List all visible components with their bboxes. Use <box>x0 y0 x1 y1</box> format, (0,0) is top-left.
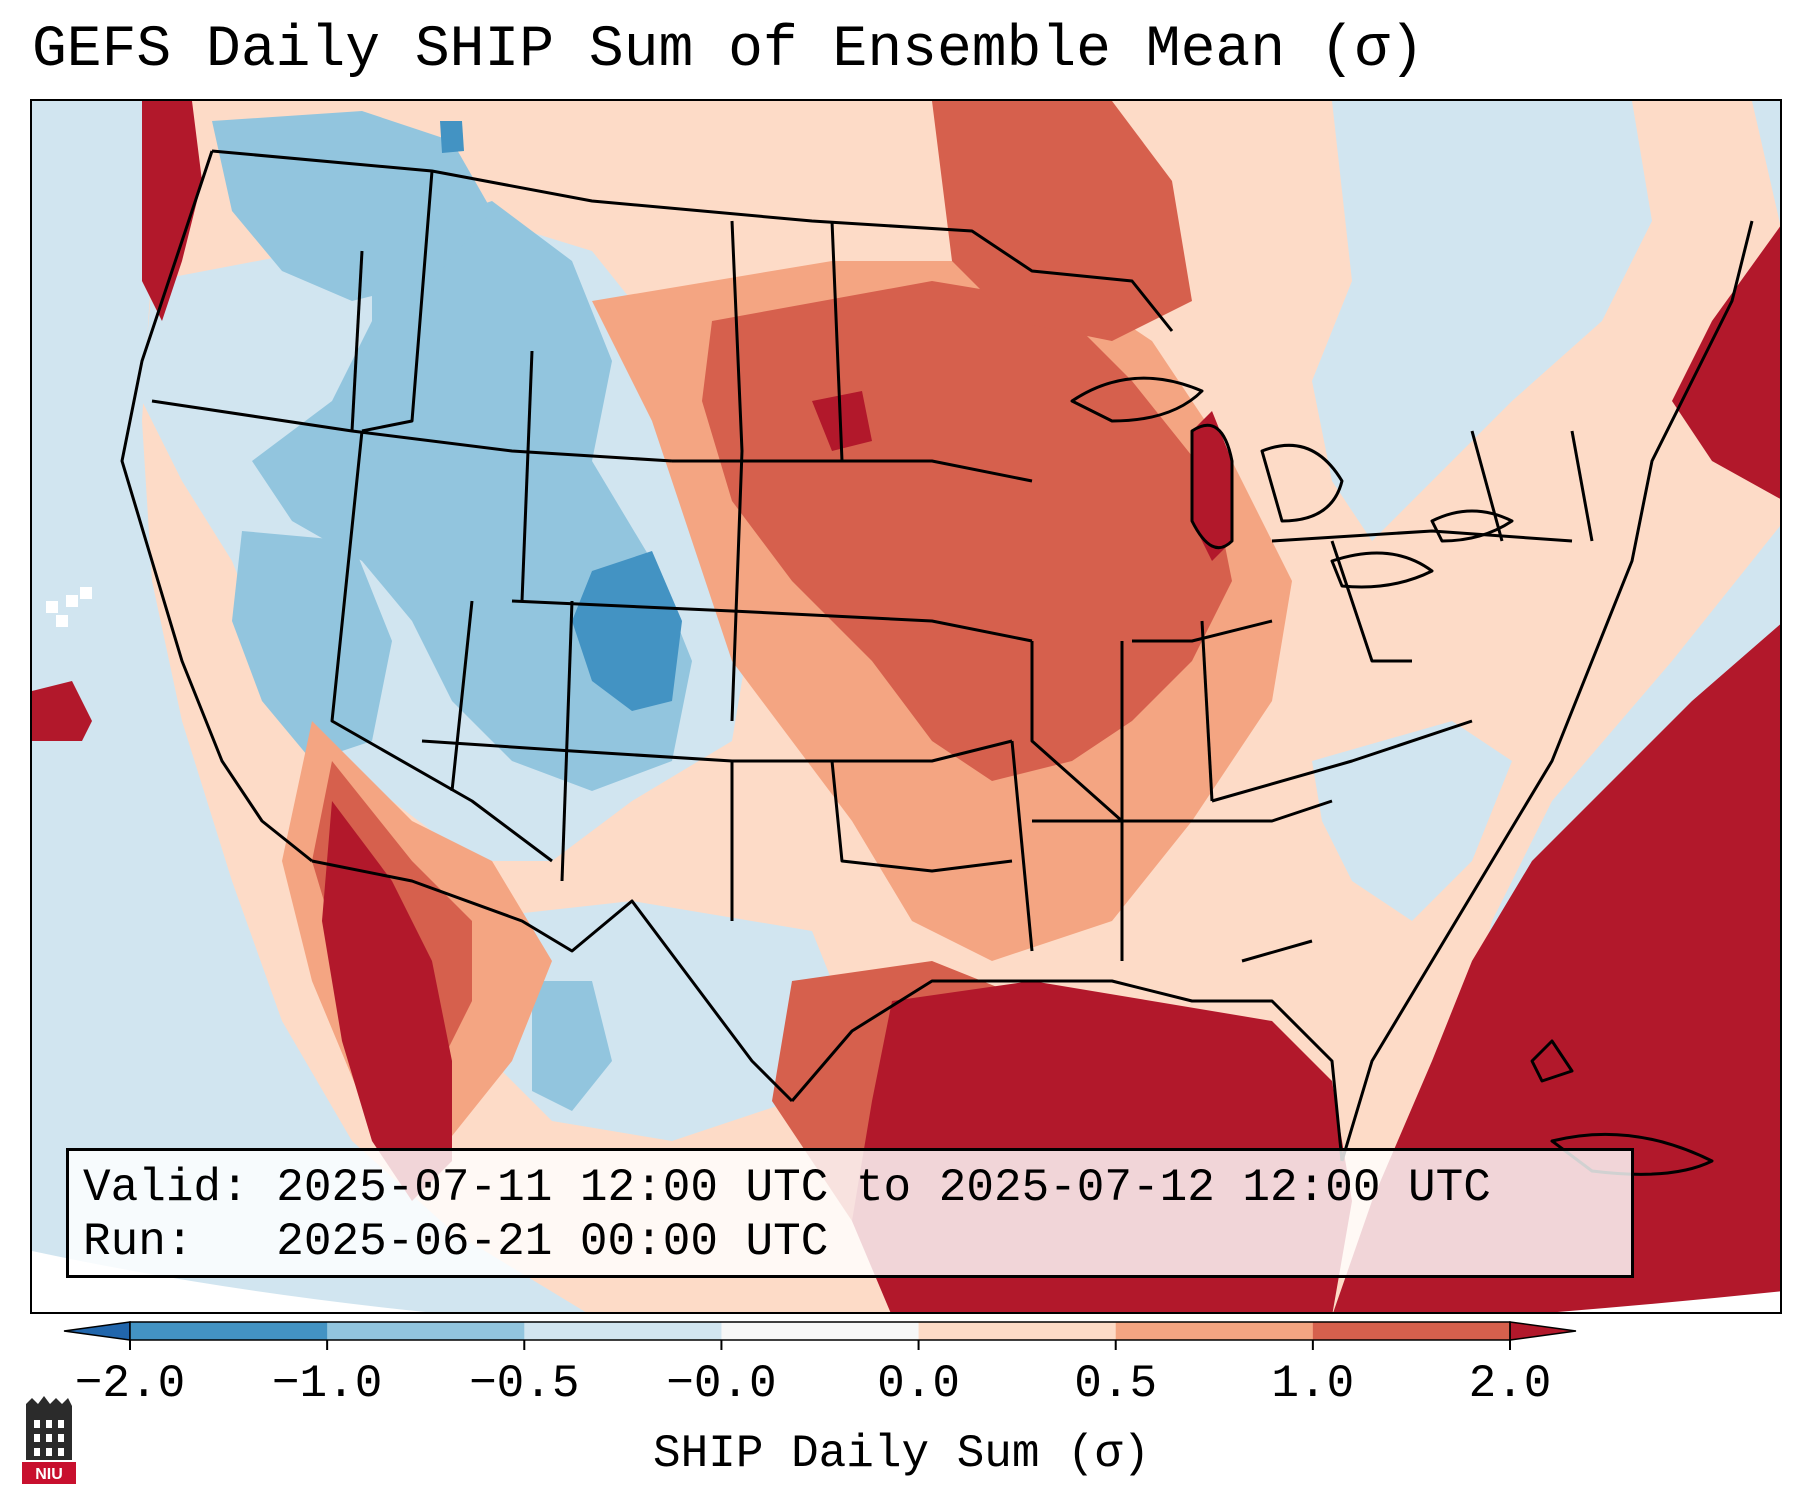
valid-value: 2025-07-11 12:00 UTC to 2025-07-12 12:00… <box>276 1162 1491 1214</box>
field-pacific-extreme-positive <box>32 681 92 741</box>
valid-label: Valid: <box>83 1162 249 1214</box>
boundary-lines <box>120 149 1754 1176</box>
colorbar-bin <box>130 1322 328 1340</box>
field-new-england-extreme-positive <box>1672 226 1780 499</box>
colorbar-outline <box>129 1321 1511 1341</box>
map-canvas <box>32 101 1780 1312</box>
run-value: 2025-06-21 00:00 UTC <box>276 1216 829 1268</box>
map-panel <box>30 99 1782 1314</box>
valid-line: Valid: 2025-07-11 12:00 UTC to 2025-07-1… <box>83 1161 1617 1215</box>
colorbar-bin <box>721 1322 920 1340</box>
colorbar-tick-label: −0.5 <box>469 1358 580 1410</box>
colorbar-bin <box>524 1322 722 1340</box>
niu-logo-icon: NIU <box>22 1396 76 1484</box>
colorbar-tick-label: 0.0 <box>877 1358 960 1410</box>
colorbar-tick-label: 1.0 <box>1271 1358 1355 1410</box>
colorbar-tick-label: 2.0 <box>1468 1358 1552 1410</box>
logo-text: NIU <box>35 1466 63 1483</box>
field-neutral-cells <box>46 587 92 627</box>
field-lake-michigan-extreme-positive <box>1192 411 1232 561</box>
colorbar-tick-label: −0.0 <box>666 1358 777 1410</box>
colorbar-tick-label: −2.0 <box>74 1358 186 1410</box>
field-idaho-strong-negative <box>440 121 464 153</box>
colorbar-bin <box>1312 1322 1511 1340</box>
colorbar-tick-label: −1.0 <box>271 1358 383 1410</box>
field-colorado-strong-negative <box>572 551 682 711</box>
field-southeast-coast-slight-negative <box>1312 721 1512 921</box>
run-label: Run: <box>83 1216 194 1268</box>
colorbar-tick-label: 0.5 <box>1074 1358 1158 1410</box>
field-mexico-negative <box>532 981 612 1111</box>
field-northeast-slight-negative <box>1312 101 1652 541</box>
field-baja-extreme-positive <box>322 801 452 1201</box>
colorbar-over-arrow <box>1509 1321 1577 1341</box>
colorbar <box>63 1321 1577 1350</box>
colorbar-label: SHIP Daily Sum (σ) <box>653 1428 1150 1480</box>
colorbar-under-arrow <box>63 1321 131 1341</box>
field-atlantic-extreme-positive <box>1333 624 1780 1312</box>
field-pacific-nw-extreme-positive <box>142 101 202 321</box>
colorbar-bin <box>1115 1322 1314 1340</box>
field-iowa-extreme-positive <box>812 391 872 451</box>
colorbar-bin <box>327 1322 525 1340</box>
run-line: Run: 2025-06-21 00:00 UTC <box>83 1215 1617 1269</box>
domain-edge-white <box>32 1251 1780 1312</box>
map-title: GEFS Daily SHIP Sum of Ensemble Mean (σ) <box>32 18 1425 83</box>
valid-run-info-box: Valid: 2025-07-11 12:00 UTC to 2025-07-1… <box>66 1148 1634 1278</box>
logo-red-band <box>22 1462 76 1484</box>
colorbar-bin <box>918 1322 1117 1340</box>
field-great-basin-negative <box>232 531 392 761</box>
